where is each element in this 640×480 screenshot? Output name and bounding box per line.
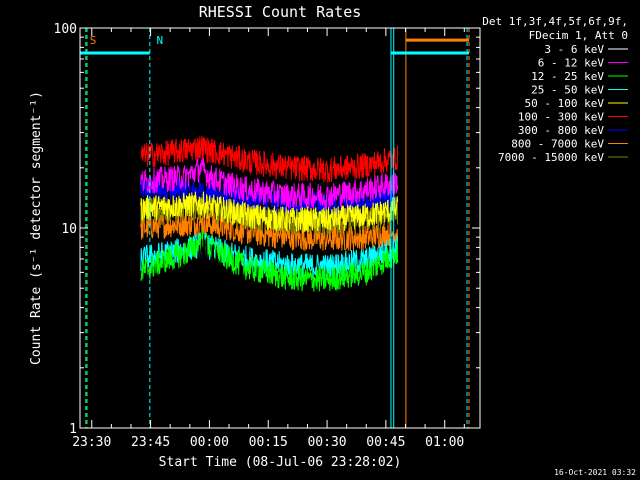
x-tick-label: 00:30 <box>307 435 346 450</box>
legend-entry-label: 100 - 300 keV <box>518 111 604 124</box>
series-line <box>140 136 399 183</box>
x-tick-label: 01:00 <box>425 435 464 450</box>
flag-annotation: N <box>156 34 163 47</box>
x-tick-label: 23:30 <box>72 435 111 450</box>
x-tick-label: 00:45 <box>366 435 405 450</box>
x-axis: 23:30 23:45 00:00 00:15 00:30 00:45 01:00 <box>72 28 465 450</box>
series-line <box>140 212 399 251</box>
legend-entry-label: 12 - 25 keV <box>531 70 604 83</box>
y-axis-label: Count Rate (s⁻¹ detector segment⁻¹) <box>29 91 44 365</box>
x-tick-label: 23:45 <box>131 435 170 450</box>
series-line <box>140 232 399 280</box>
y-tick-label: 1 <box>69 422 77 437</box>
y-axis: 1 10 100 <box>54 22 480 437</box>
legend-entry-label: 7000 - 15000 keV <box>498 151 604 164</box>
x-axis-label: Start Time (08-Jul-06 23:28:02) <box>159 455 402 470</box>
y-tick-label: 10 <box>61 222 77 237</box>
legend-entry-label: 6 - 12 keV <box>538 57 605 70</box>
flag-annotation: S <box>90 34 97 47</box>
series-line <box>140 191 399 233</box>
chart-title: RHESSI Count Rates <box>199 3 362 21</box>
series-line <box>140 230 399 292</box>
legend-entry-label: 800 - 7000 keV <box>511 138 604 151</box>
series-line <box>140 233 399 347</box>
legend-entry-label: 50 - 100 keV <box>525 97 605 110</box>
legend: Det 1f,3f,4f,5f,6f,9f,FDecim 1, Att 03 -… <box>482 15 628 164</box>
series-layer <box>140 136 399 347</box>
timestamp: 16-Oct-2021 03:32 <box>554 468 636 477</box>
series-line <box>140 156 399 211</box>
x-tick-label: 00:00 <box>190 435 229 450</box>
legend-header: FDecim 1, Att 0 <box>529 29 628 42</box>
legend-entry-label: 25 - 50 keV <box>531 84 604 97</box>
legend-header: Det 1f,3f,4f,5f,6f,9f, <box>482 15 628 28</box>
y-tick-label: 100 <box>54 22 77 37</box>
x-tick-label: 00:15 <box>249 435 288 450</box>
legend-entry-label: 3 - 6 keV <box>544 43 604 56</box>
legend-entry-label: 300 - 800 keV <box>518 124 604 137</box>
